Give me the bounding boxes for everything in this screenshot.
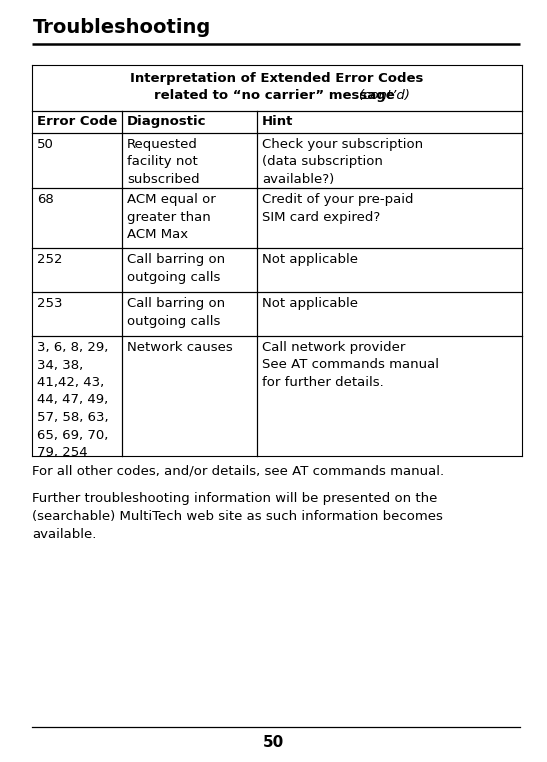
Bar [32,65,522,111]
Bar [122,292,257,336]
Text: Further troubleshooting information will be presented on the
(searchable) MultiT: Further troubleshooting information will… [32,492,443,541]
Text: 3, 6, 8, 29,
34, 38,
41,42, 43,
44, 47, 49,
57, 58, 63,
65, 69, 70,
79, 254: 3, 6, 8, 29, 34, 38, 41,42, 43, 44, 47, … [37,341,109,459]
Bar [257,248,522,292]
Text: Not applicable: Not applicable [262,297,358,310]
Text: Call barring on
outgoing calls: Call barring on outgoing calls [127,253,225,283]
Bar [32,188,122,248]
Text: Troubleshooting: Troubleshooting [33,18,211,37]
Text: 252: 252 [37,253,62,266]
Text: Not applicable: Not applicable [262,253,358,266]
Text: ACM equal or
greater than
ACM Max: ACM equal or greater than ACM Max [127,193,216,241]
Bar [257,188,522,248]
Text: Check your subscription
(data subscription
available?): Check your subscription (data subscripti… [262,138,423,186]
Bar [122,336,257,456]
Bar [32,133,122,188]
Text: Call barring on
outgoing calls: Call barring on outgoing calls [127,297,225,328]
Text: Requested
facility not
subscribed: Requested facility not subscribed [127,138,200,186]
Bar [32,111,122,133]
Text: 50: 50 [263,735,284,750]
Bar [257,292,522,336]
Text: 50: 50 [37,138,54,151]
Bar [32,292,122,336]
Text: Hint: Hint [262,115,293,128]
Bar [257,111,522,133]
Text: Network causes: Network causes [127,341,233,354]
Text: Interpretation of Extended Error Codes: Interpretation of Extended Error Codes [130,72,424,85]
Bar [32,248,122,292]
Bar [122,188,257,248]
Text: (cont’d): (cont’d) [359,89,410,102]
Text: 253: 253 [37,297,62,310]
Text: For all other codes, and/or details, see AT commands manual.: For all other codes, and/or details, see… [32,464,444,477]
Bar [257,336,522,456]
Text: Diagnostic: Diagnostic [127,115,207,128]
Bar [122,133,257,188]
Bar [122,248,257,292]
Bar [257,133,522,188]
Text: Call network provider
See AT commands manual
for further details.: Call network provider See AT commands ma… [262,341,439,389]
Text: related to “no carrier” message: related to “no carrier” message [154,89,400,102]
Text: Error Code: Error Code [37,115,117,128]
Bar [32,336,122,456]
Text: 68: 68 [37,193,54,206]
Bar [122,111,257,133]
Text: Credit of your pre-paid
SIM card expired?: Credit of your pre-paid SIM card expired… [262,193,414,223]
